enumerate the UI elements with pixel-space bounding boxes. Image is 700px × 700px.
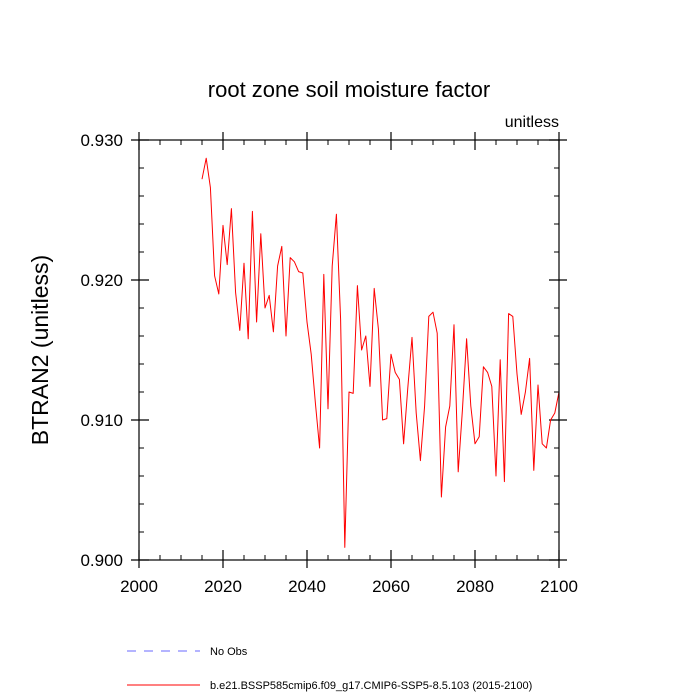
- legend-label: b.e21.BSSP585cmip6.f09_g17.CMIP6-SSP5-8.…: [210, 680, 532, 692]
- legend-label: No Obs: [210, 646, 248, 658]
- x-tick-label: 2100: [540, 577, 578, 596]
- legend: No Obs b.e21.BSSP585cmip6.f09_g17.CMIP6-S…: [127, 646, 532, 692]
- y-tick-labels: 0.900 0.910 0.920 0.930: [80, 131, 123, 570]
- units-label: unitless: [505, 114, 559, 131]
- x-tick-label: 2080: [456, 577, 494, 596]
- series-line: [201, 157, 560, 548]
- x-tick-labels: 2000 2020 2040 2060 2080 2100: [120, 577, 578, 596]
- plot-frame: [138, 139, 560, 561]
- y-tick-label: 0.900: [80, 551, 123, 570]
- y-tick-label: 0.930: [80, 131, 123, 150]
- y-axis-label: BTRAN2 (unitless): [27, 255, 53, 445]
- x-tick-label: 2000: [120, 577, 158, 596]
- chart-title: root zone soil moisture factor: [208, 77, 490, 102]
- y-tick-label: 0.920: [80, 271, 123, 290]
- x-tick-label: 2060: [372, 577, 410, 596]
- major-ticks: [131, 132, 567, 568]
- minor-ticks: [138, 139, 560, 561]
- series-layer: [201, 157, 560, 548]
- y-tick-label: 0.910: [80, 411, 123, 430]
- x-tick-label: 2020: [204, 577, 242, 596]
- x-tick-label: 2040: [288, 577, 326, 596]
